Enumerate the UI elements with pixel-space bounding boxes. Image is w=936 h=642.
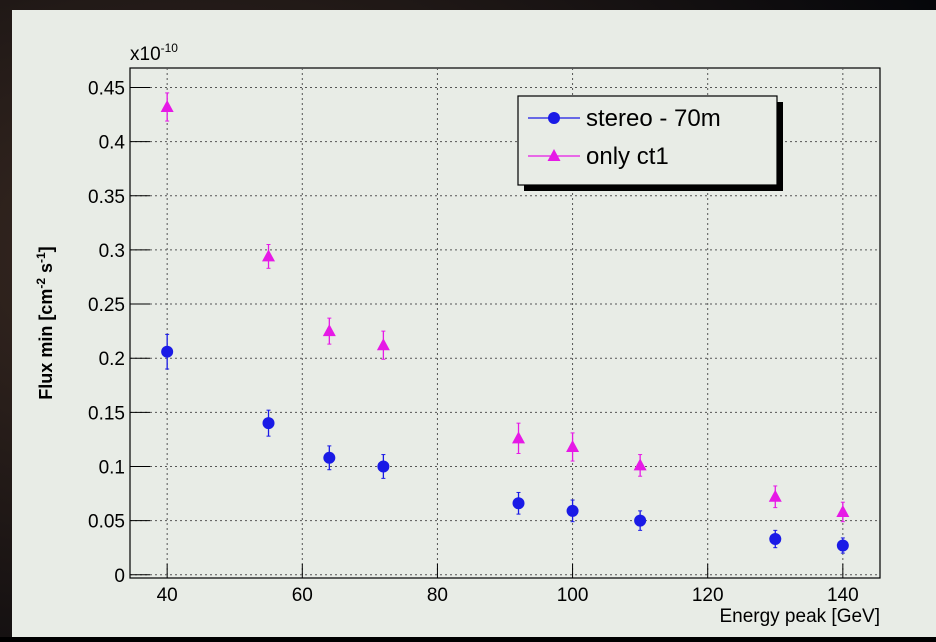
legend-label: only ct1 (586, 143, 669, 170)
y-label-part: -2 (34, 278, 48, 289)
y-label-part: ] (36, 246, 56, 252)
y-multiplier-exp: -10 (161, 41, 179, 55)
y-tick-label: 0.2 (99, 349, 125, 370)
data-point (376, 338, 390, 351)
legend: stereo - 70m only ct1 (517, 95, 783, 191)
data-point (323, 451, 336, 464)
legend-box (517, 95, 778, 186)
data-point (836, 539, 849, 552)
x-axis-label: Energy peak [GeV] (719, 606, 880, 627)
x-tick-label: 80 (427, 585, 448, 606)
data-point (836, 504, 850, 517)
y-label-part: s (36, 263, 56, 278)
data-point (262, 417, 275, 430)
data-point (512, 431, 526, 444)
y-axis-label: Flux min [cm-2 s-1] (34, 246, 56, 399)
x-tick-label: 120 (692, 585, 724, 606)
x-tick-label: 40 (157, 585, 178, 606)
y-tick-label: 0.05 (88, 512, 125, 533)
x-tick-label: 100 (557, 585, 589, 606)
y-tick-label: 0.1 (99, 457, 125, 478)
data-point (566, 439, 580, 452)
data-point (160, 99, 174, 112)
data-point (322, 324, 336, 337)
y-tick-label: 0 (114, 566, 125, 587)
x-tick-label: 140 (827, 585, 859, 606)
y-multiplier-base: x10 (130, 44, 161, 65)
y-tick-label: 0.3 (99, 241, 125, 262)
data-point (769, 533, 782, 546)
data-point (161, 345, 174, 358)
grid (130, 68, 880, 578)
data-point (512, 497, 525, 510)
y-tick-label: 0.15 (88, 403, 125, 424)
y-tick-label: 0.25 (88, 295, 125, 316)
y-tick-label: 0.35 (88, 187, 125, 208)
data-point (634, 514, 647, 527)
legend-label: stereo - 70m (586, 105, 721, 132)
data-point (262, 249, 276, 262)
legend-marker (547, 149, 561, 161)
y-multiplier: x10-10 (130, 41, 178, 65)
legend-marker (548, 112, 560, 124)
x-tick-label: 60 (292, 585, 313, 606)
marks (160, 92, 850, 554)
data-point (768, 489, 782, 502)
y-tick-label: 0.45 (88, 78, 125, 99)
data-point (377, 460, 390, 473)
y-label-part: Flux min [cm (36, 289, 56, 400)
y-tick-label: 0.4 (99, 133, 126, 154)
y-label-part: -1 (34, 252, 48, 263)
data-point (566, 504, 579, 517)
data-point (633, 458, 647, 471)
